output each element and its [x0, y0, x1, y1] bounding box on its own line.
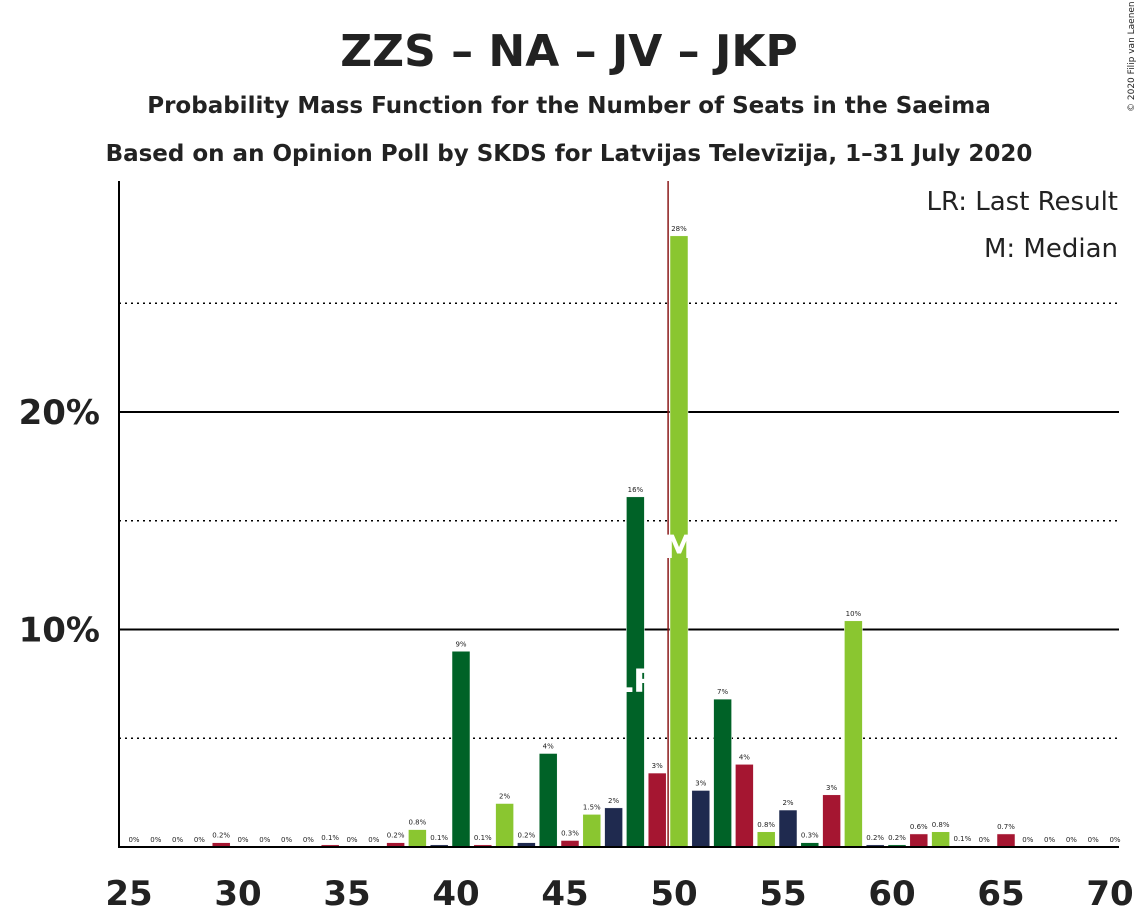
bar-label-seat-45: 4% — [543, 742, 554, 750]
bar-label-seat-51: 28% — [671, 225, 687, 233]
bar-label-seat-40: 0.1% — [430, 834, 448, 842]
x-tick-35: 35 — [323, 874, 370, 914]
bar-seat-62 — [909, 833, 929, 848]
bar-label-seat-31: 0% — [237, 836, 248, 844]
x-tick-45: 45 — [541, 874, 588, 914]
legend-median: M: Median — [984, 234, 1118, 264]
bar-seat-63 — [931, 831, 950, 848]
bar-seat-54 — [735, 764, 754, 848]
bar-seat-66 — [996, 833, 1016, 848]
bars-group — [211, 235, 1016, 848]
bar-label-seat-36: 0% — [346, 836, 357, 844]
x-tick-25: 25 — [105, 874, 152, 914]
axes-group — [118, 181, 1119, 848]
x-tick-50: 50 — [650, 874, 697, 914]
bar-label-seat-46: 0.3% — [561, 829, 579, 837]
bar-label-seat-33: 0% — [281, 836, 292, 844]
bar-label-seat-54: 4% — [739, 753, 750, 761]
bar-label-seat-50: 3% — [652, 762, 663, 770]
bar-seat-53 — [713, 698, 732, 848]
bar-label-seat-48: 2% — [608, 797, 619, 805]
bar-label-seat-38: 0.2% — [387, 832, 405, 840]
bar-label-seat-61: 0.2% — [888, 834, 906, 842]
bar-labels-group: 0% 0% 0% 0%0.2%0% 0% 0% 0% 0.1% 0% 0%0.2%0.8%0.1%… — [128, 225, 1120, 844]
bar-label-seat-32: 0% — [259, 836, 270, 844]
bar-label-seat-29: 0% — [194, 836, 205, 844]
bar-label-seat-63: 0.8% — [932, 821, 950, 829]
bar-seat-58 — [822, 794, 841, 848]
bar-label-seat-49: 16% — [628, 486, 644, 494]
bar-label-seat-28: 0% — [172, 836, 183, 844]
bar-label-seat-69: 0% — [1066, 836, 1077, 844]
bar-seat-41 — [451, 651, 471, 848]
bar-label-seat-57: 0.3% — [801, 832, 819, 840]
x-tick-65: 65 — [977, 874, 1024, 914]
x-tick-60: 60 — [868, 874, 915, 914]
y-tick-10: 10% — [19, 611, 100, 651]
y-tick-20: 20% — [19, 393, 100, 433]
bar-label-seat-58: 3% — [826, 784, 837, 792]
bar-seat-50 — [647, 772, 667, 848]
bar-seat-52 — [691, 790, 711, 848]
chart-subtitle: Probability Mass Function for the Number… — [147, 93, 991, 119]
bar-seat-43 — [495, 803, 514, 848]
bar-seat-47 — [582, 814, 602, 848]
bar-label-seat-52: 3% — [695, 779, 706, 787]
bar-label-seat-66: 0.7% — [997, 823, 1015, 831]
x-tick-30: 30 — [214, 874, 261, 914]
bar-label-seat-26: 0% — [128, 836, 139, 844]
copyright-text: © 2020 Filip van Laenen — [1127, 1, 1137, 112]
bar-label-seat-67: 0% — [1022, 836, 1033, 844]
markers-group: LR M — [613, 181, 695, 847]
bar-label-seat-70: 0% — [1088, 836, 1099, 844]
bar-label-seat-62: 0.6% — [910, 823, 928, 831]
bar-label-seat-41: 9% — [455, 640, 466, 648]
bar-seat-45 — [538, 753, 558, 848]
bar-label-seat-39: 0.8% — [409, 819, 427, 827]
last-result-marker: LR — [613, 662, 658, 700]
bar-label-seat-59: 10% — [846, 610, 862, 618]
gridlines — [119, 302, 1119, 739]
bar-label-seat-44: 0.2% — [518, 832, 536, 840]
median-marker: M — [663, 528, 695, 566]
bar-label-seat-34: 0% — [303, 836, 314, 844]
bar-seat-55 — [756, 831, 776, 848]
x-tick-55: 55 — [759, 874, 806, 914]
bar-label-seat-55: 0.8% — [757, 821, 775, 829]
y-tick-labels: 10% 20% — [19, 393, 100, 651]
x-tick-40: 40 — [432, 874, 479, 914]
bar-label-seat-35: 0.1% — [321, 834, 339, 842]
bar-label-seat-43: 2% — [499, 793, 510, 801]
bar-label-seat-60: 0.2% — [866, 834, 884, 842]
chart-subtitle-poll: Based on an Opinion Poll by SKDS for Lat… — [106, 141, 1033, 167]
chart-title: ZZS – NA – JV – JKP — [340, 26, 797, 77]
bar-label-seat-30: 0.2% — [212, 832, 230, 840]
legend-last-result: LR: Last Result — [926, 187, 1118, 217]
bar-seat-48 — [604, 807, 623, 848]
bar-label-seat-64: 0.1% — [954, 835, 972, 843]
bar-label-seat-47: 1.5% — [583, 803, 601, 811]
bar-seat-56 — [778, 809, 798, 848]
x-tick-labels: 25 30 35 40 45 50 55 60 65 70 — [105, 874, 1133, 914]
bar-label-seat-65: 0% — [979, 836, 990, 844]
bar-label-seat-71: 0% — [1109, 836, 1120, 844]
bar-seat-59 — [844, 620, 863, 848]
bar-label-seat-53: 7% — [717, 688, 728, 696]
bar-label-seat-68: 0% — [1044, 836, 1055, 844]
bar-label-seat-56: 2% — [782, 799, 793, 807]
bar-label-seat-42: 0.1% — [474, 834, 492, 842]
bar-label-seat-37: 0% — [368, 836, 379, 844]
bar-label-seat-27: 0% — [150, 836, 161, 844]
x-tick-70: 70 — [1086, 874, 1133, 914]
bar-seat-39 — [408, 829, 427, 848]
